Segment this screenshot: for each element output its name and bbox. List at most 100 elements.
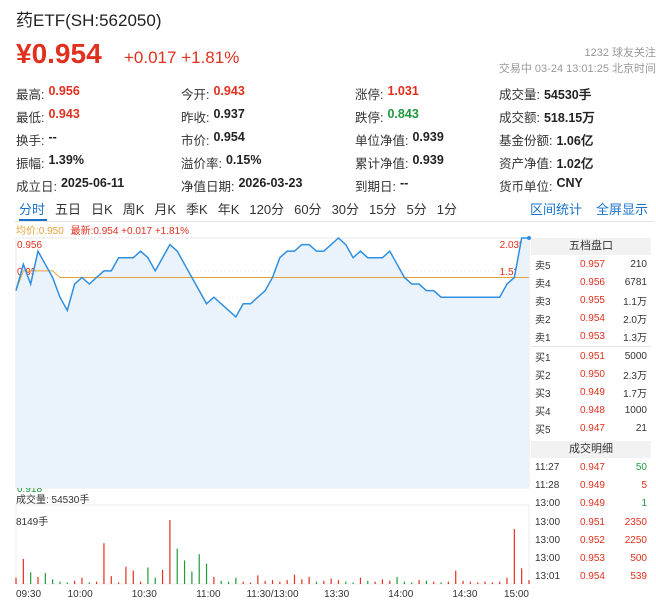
x-tick-label: 11:00 bbox=[196, 589, 221, 600]
trade-time: 13:00 bbox=[535, 516, 561, 528]
order-volume: 2.3万 bbox=[623, 370, 647, 382]
fullscreen-button[interactable]: 全屏显示 bbox=[595, 201, 648, 217]
tab-period[interactable]: 30分 bbox=[331, 201, 360, 217]
order-price: 0.957 bbox=[579, 258, 605, 270]
tab-period[interactable]: 日K bbox=[91, 201, 113, 217]
range-stats-button[interactable]: 区间统计 bbox=[529, 201, 582, 217]
stat-label: 振幅: bbox=[16, 157, 45, 171]
order-price: 0.953 bbox=[579, 331, 605, 343]
stat-cell: 累计净值: 0.939 bbox=[355, 153, 499, 172]
order-volume: 1.3万 bbox=[623, 333, 647, 345]
stat-value: 0.937 bbox=[213, 107, 245, 121]
trade-row: 13:01 0.954 539 bbox=[531, 568, 651, 586]
order-volume: 5000 bbox=[624, 350, 647, 362]
stats-row: 成立日: 2025-06-11 净值日期: 2026-03-23 到期日: -- 货币单位:… bbox=[16, 174, 646, 197]
tab-period[interactable]: 5分 bbox=[406, 201, 427, 217]
stat-value: 518.15万 bbox=[543, 111, 595, 125]
stat-value: 2025-06-11 bbox=[60, 176, 125, 190]
tab-period[interactable]: 60分 bbox=[294, 201, 322, 217]
trade-time: 11:28 bbox=[535, 479, 560, 491]
stat-value: 1.031 bbox=[387, 84, 419, 98]
order-volume: 21 bbox=[635, 423, 647, 435]
order-book-row: 卖3 0.955 1.1万 bbox=[531, 291, 651, 309]
y-tick-label: 0.951 bbox=[17, 267, 42, 278]
stat-label: 市价: bbox=[181, 134, 210, 148]
order-book-row: 卖5 0.957 210 bbox=[531, 255, 651, 273]
trade-row: 13:00 0.949 1 bbox=[531, 495, 651, 513]
chart-period-tabs: 分时 五日 日K 周K 月K 季K 年K 120分 60分 30分 15分 5分 1分 区间统计 全屏显示 bbox=[14, 196, 654, 220]
order-price: 0.947 bbox=[579, 423, 605, 435]
trade-volume: 500 bbox=[630, 553, 647, 565]
order-book-row: 卖1 0.953 1.3万 bbox=[531, 328, 651, 346]
stat-label: 最高: bbox=[16, 88, 45, 102]
stat-value: -- bbox=[48, 130, 57, 144]
stat-cell: 最低: 0.943 bbox=[16, 107, 181, 126]
order-volume: 6781 bbox=[624, 276, 647, 288]
stat-value: 0.939 bbox=[412, 153, 444, 167]
x-tick-label: 11:30/13:00 bbox=[246, 589, 299, 600]
stat-label: 净值日期: bbox=[181, 180, 235, 194]
trade-time: 11:27 bbox=[535, 461, 560, 473]
tab-period[interactable]: 120分 bbox=[249, 201, 285, 217]
tab-period[interactable]: 分时 bbox=[19, 201, 46, 217]
stat-value: 0.954 bbox=[213, 130, 245, 144]
stat-label: 单位净值: bbox=[355, 134, 409, 148]
stat-value: 0.943 bbox=[48, 107, 80, 121]
order-book-row: 卖4 0.956 6781 bbox=[531, 273, 651, 291]
volume-label: 成交量: 54530手 bbox=[16, 495, 90, 506]
stat-cell: 单位净值: 0.939 bbox=[355, 130, 499, 149]
stat-label: 涨停: bbox=[355, 88, 384, 102]
tab-period[interactable]: 月K bbox=[154, 201, 177, 217]
tab-period[interactable]: 季K bbox=[186, 201, 208, 217]
trade-row: 13:00 0.953 500 bbox=[531, 549, 651, 567]
order-level: 卖3 bbox=[535, 296, 551, 308]
stat-cell: 今开: 0.943 bbox=[181, 84, 355, 103]
stats-row: 振幅: 1.39% 溢价率: 0.15% 累计净值: 0.939 资产净值: 1.02亿 bbox=[16, 151, 646, 174]
tab-period[interactable]: 年K bbox=[217, 201, 240, 217]
stat-cell: 昨收: 0.937 bbox=[181, 107, 355, 126]
trade-row: 11:27 0.947 50 bbox=[531, 458, 651, 476]
trade-price: 0.947 bbox=[579, 461, 605, 473]
order-level: 卖5 bbox=[535, 260, 551, 272]
latest-price-legend: 最新:0.954 +0.017 +1.81% bbox=[70, 226, 190, 237]
x-tick-label: 14:30 bbox=[452, 589, 477, 600]
tab-period[interactable]: 1分 bbox=[436, 201, 457, 217]
tab-period[interactable]: 五日 bbox=[55, 201, 82, 217]
trade-price: 0.949 bbox=[579, 479, 605, 491]
stat-cell: 资产净值: 1.02亿 bbox=[499, 153, 646, 172]
order-price: 0.949 bbox=[579, 386, 605, 398]
order-book-row: 买5 0.947 21 bbox=[531, 420, 651, 438]
stat-cell: 到期日: -- bbox=[355, 176, 499, 195]
stat-cell: 成交量: 54530手 bbox=[499, 84, 646, 103]
order-price: 0.954 bbox=[579, 313, 605, 325]
order-price: 0.951 bbox=[579, 350, 605, 362]
stat-label: 换手: bbox=[16, 134, 45, 148]
stat-label: 成立日: bbox=[16, 180, 57, 194]
current-price: ¥0.954 bbox=[16, 38, 102, 69]
avg-price-legend: 均价:0.950 bbox=[16, 226, 64, 237]
x-tick-label: 14:00 bbox=[388, 589, 413, 600]
order-volume: 1.1万 bbox=[623, 296, 647, 308]
order-volume: 210 bbox=[630, 258, 647, 270]
order-level: 买3 bbox=[535, 388, 551, 400]
trade-price: 0.954 bbox=[579, 571, 605, 583]
trade-row: 13:00 0.951 2350 bbox=[531, 513, 651, 531]
stat-cell: 净值日期: 2026-03-23 bbox=[181, 176, 355, 195]
order-level: 卖2 bbox=[535, 315, 551, 327]
stat-value: 0.15% bbox=[225, 153, 262, 167]
tab-period[interactable]: 周K bbox=[122, 201, 145, 217]
follower-count[interactable]: 1232 球友关注 bbox=[584, 47, 656, 59]
stat-label: 成交额: bbox=[499, 111, 540, 125]
trade-volume: 50 bbox=[635, 461, 647, 473]
stat-label: 基金份额: bbox=[499, 134, 553, 148]
x-tick-label: 13:30 bbox=[324, 589, 349, 600]
stat-label: 资产净值: bbox=[499, 157, 553, 171]
order-price: 0.948 bbox=[579, 405, 605, 417]
pct-tick-label: 2.03% bbox=[500, 240, 528, 251]
stat-cell: 溢价率: 0.15% bbox=[181, 153, 355, 172]
stat-value: 0.939 bbox=[412, 130, 444, 144]
stat-value: 54530手 bbox=[543, 88, 592, 102]
tab-period[interactable]: 15分 bbox=[369, 201, 397, 217]
stats-row: 最高: 0.956 今开: 0.943 涨停: 1.031 成交量: 54530手 bbox=[16, 82, 646, 105]
